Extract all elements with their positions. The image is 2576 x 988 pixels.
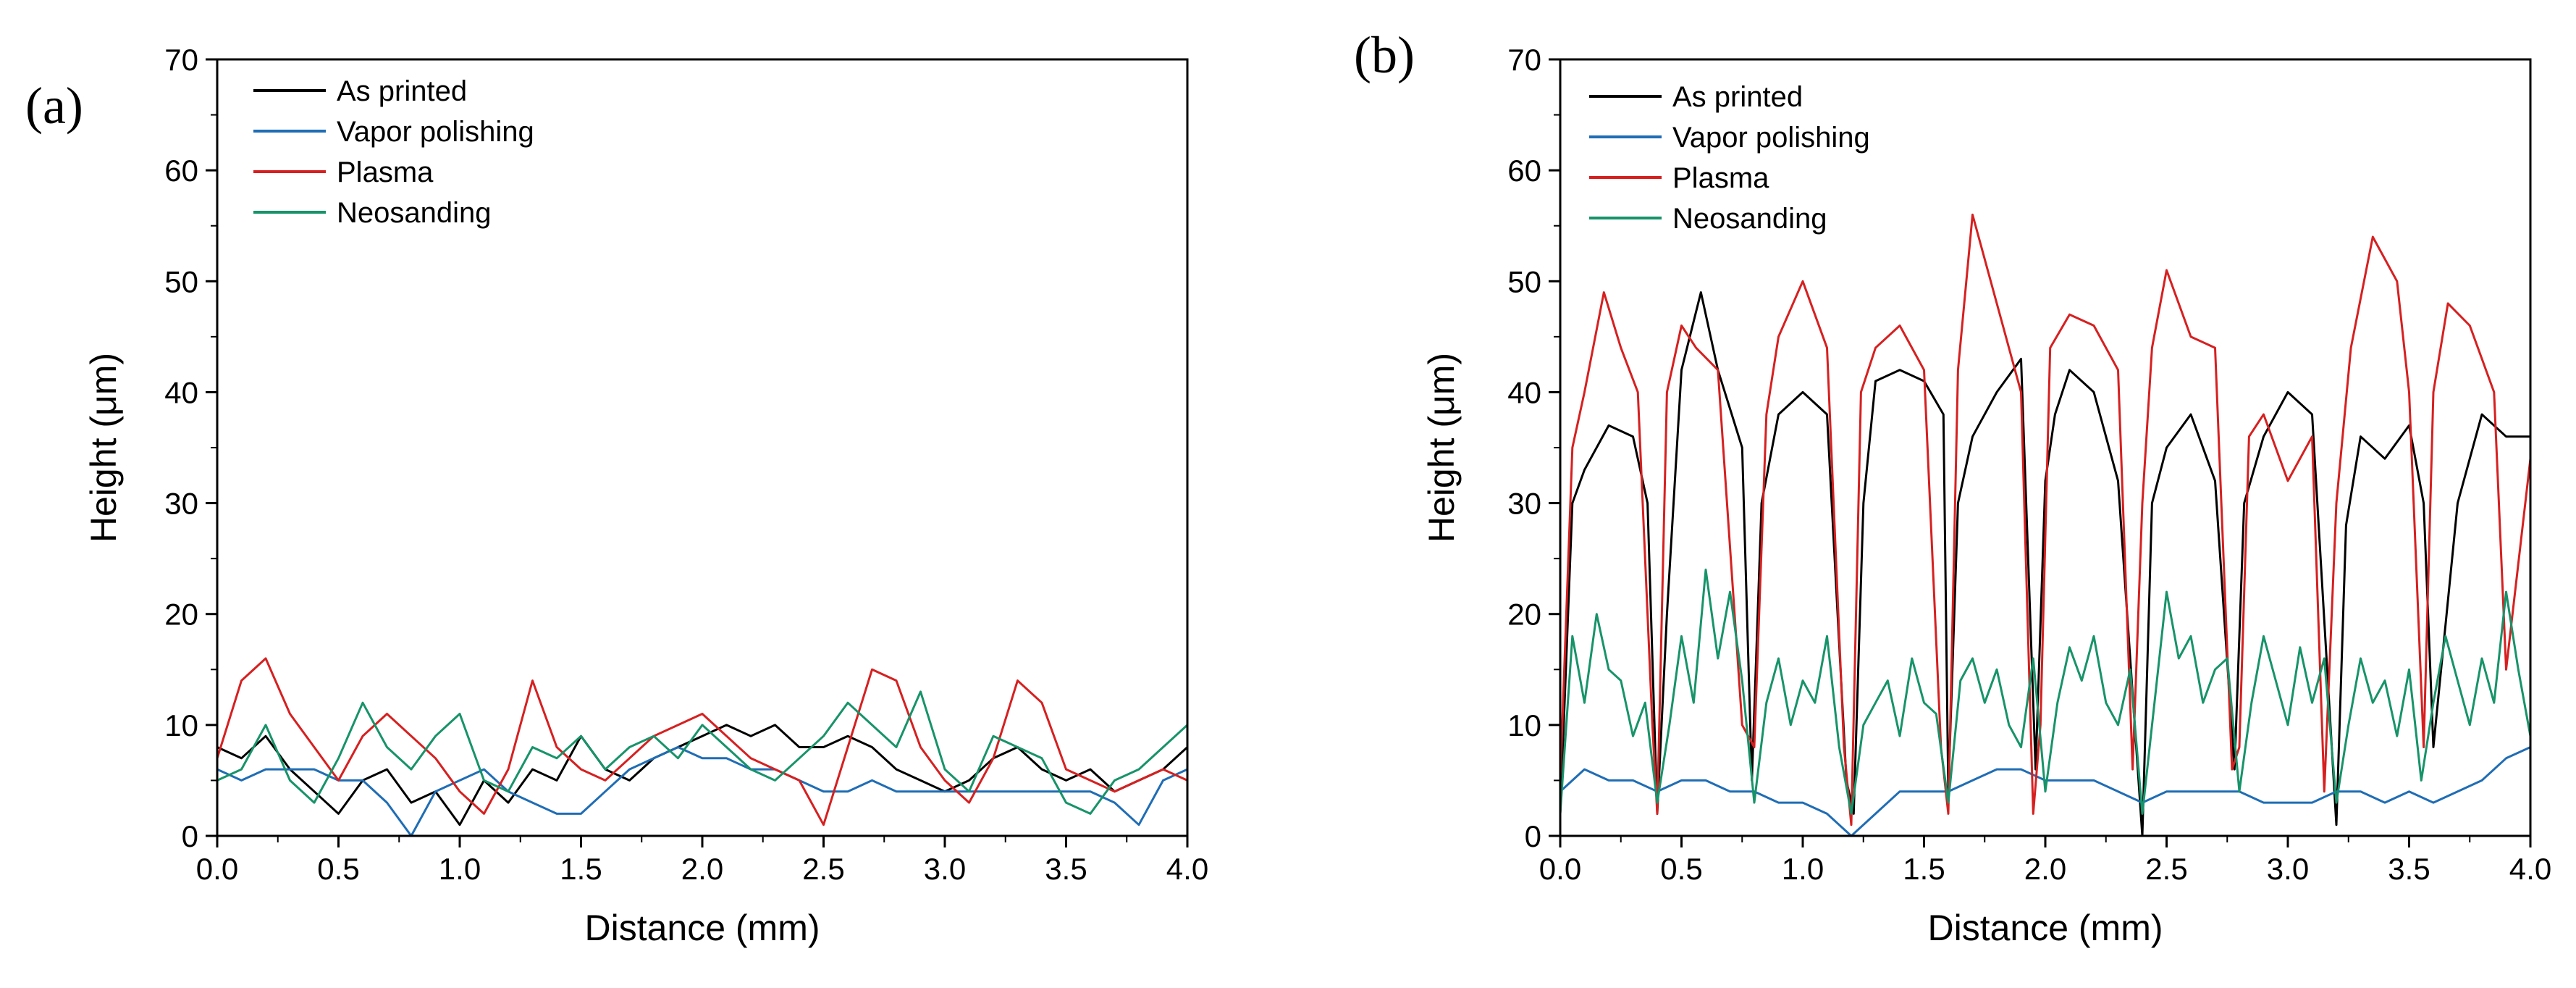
x-tick-label-b-2: 1.0 [1782, 852, 1824, 886]
y-tick-label-b-5: 50 [1507, 264, 1541, 298]
y-tick-label-a-4: 40 [164, 375, 198, 409]
ticks-layer-b: 0.0 0.5 1.0 1.5 2.0 2.5 3.0 3.5 4.0 0 10 20 30 40 50 60… [1507, 43, 2551, 886]
y-tick-label-b-4: 40 [1507, 375, 1541, 409]
series-line-as-printed-b [1559, 291, 2530, 837]
x-tick-label-a-0: 0.0 [196, 852, 238, 886]
legend-label-vapor-polishing-a: Vapor polishing [337, 116, 534, 148]
y-tick-label-b-7: 70 [1507, 43, 1541, 77]
panel-label-a: (a) [25, 77, 83, 135]
x-tick-label-b-4: 2.0 [2024, 852, 2066, 886]
series-line-neosanding-a [216, 690, 1189, 815]
y-tick-label-b-6: 60 [1507, 154, 1541, 188]
x-axis-label-a: Distance (mm) [584, 908, 820, 948]
series-layer-b [1559, 213, 2532, 837]
x-tick-label-a-1: 0.5 [317, 852, 359, 886]
series-line-neosanding-b [1559, 569, 2532, 815]
x-tick-label-a-2: 1.0 [439, 852, 481, 886]
ticks-layer-a: 0.0 0.5 1.0 1.5 2.0 2.5 3.0 3.5 4.0 0 10 20 30 40 50 60… [164, 43, 1208, 886]
legend-label-neosanding-a: Neosanding [337, 197, 492, 229]
chart-panel-b: (b) 0.0 0.5 1.0 1.5 2.0 2.5 3.0 3.5 4.0 0 10 20 30 40… [1354, 26, 2551, 948]
y-tick-label-a-2: 20 [164, 598, 198, 632]
y-tick-label-a-6: 60 [164, 154, 198, 188]
legend-a: As printed Vapor polishing Plasma Neosandin… [253, 75, 534, 229]
y-tick-label-b-2: 20 [1507, 598, 1541, 632]
legend-label-neosanding-b: Neosanding [1672, 203, 1827, 235]
x-tick-label-b-8: 4.0 [2509, 852, 2551, 886]
x-tick-label-a-4: 2.0 [681, 852, 723, 886]
x-tick-label-a-8: 4.0 [1166, 852, 1208, 886]
series-line-vapor-polishing-a [216, 746, 1188, 837]
x-tick-label-a-6: 3.0 [924, 852, 966, 886]
y-tick-label-a-7: 70 [164, 43, 198, 77]
x-tick-label-b-0: 0.0 [1539, 852, 1581, 886]
chart-panel-a: (a) 0.0 0.5 1.0 1.5 2.0 2.5 3.0 3.5 4.0 0 10 20 30 40… [25, 43, 1208, 948]
x-tick-label-b-3: 1.5 [1903, 852, 1945, 886]
y-axis-label-b: Height (μm) [1421, 353, 1462, 543]
y-tick-label-b-0: 0 [1525, 819, 1541, 853]
x-tick-label-a-5: 2.5 [802, 852, 844, 886]
legend-label-as-printed-b: As printed [1672, 81, 1803, 113]
x-tick-label-b-6: 3.0 [2267, 852, 2309, 886]
y-axis-label-a: Height (μm) [83, 353, 124, 543]
y-tick-label-a-1: 10 [164, 708, 198, 742]
y-tick-label-b-3: 30 [1507, 487, 1541, 521]
y-tick-label-a-3: 30 [164, 487, 198, 521]
y-tick-label-a-5: 50 [164, 264, 198, 298]
x-axis-label-b: Distance (mm) [1927, 908, 2163, 948]
x-tick-label-a-7: 3.5 [1045, 852, 1087, 886]
legend-b: As printed Vapor polishing Plasma Neosandin… [1589, 81, 1870, 235]
x-tick-label-a-3: 1.5 [560, 852, 602, 886]
series-line-plasma-a [216, 657, 1188, 826]
legend-label-as-printed-a: As printed [337, 75, 467, 107]
panel-label-b: (b) [1354, 26, 1415, 84]
x-tick-label-b-7: 3.5 [2388, 852, 2430, 886]
series-layer-a [216, 657, 1189, 837]
y-tick-label-a-0: 0 [182, 819, 198, 853]
x-tick-label-b-5: 2.5 [2145, 852, 2187, 886]
legend-label-plasma-a: Plasma [337, 156, 434, 188]
y-tick-label-b-1: 10 [1507, 708, 1541, 742]
series-line-as-printed-a [216, 724, 1189, 826]
x-tick-label-b-1: 0.5 [1660, 852, 1702, 886]
legend-label-vapor-polishing-b: Vapor polishing [1672, 122, 1870, 154]
legend-label-plasma-b: Plasma [1672, 162, 1769, 194]
series-line-plasma-b [1559, 213, 2532, 826]
